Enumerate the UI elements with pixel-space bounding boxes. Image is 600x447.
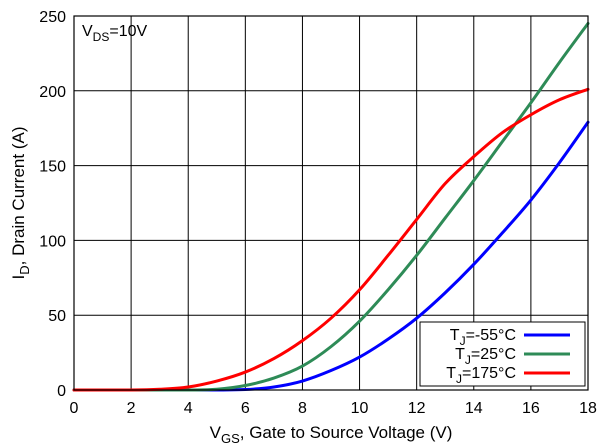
legend-label-0-tail: =-55°C xyxy=(466,327,516,344)
vds-annotation-sub: DS xyxy=(93,30,110,44)
series-line-2 xyxy=(72,87,590,392)
x-tick-label: 14 xyxy=(465,400,483,417)
y-tick-label: 0 xyxy=(57,383,66,400)
y-tick-labels: 0 50 100 150 200 250 xyxy=(39,9,66,400)
y-axis-label-tail: , Drain Current (A) xyxy=(9,127,28,266)
legend: TJ=-55°C TJ=25°C TJ=175°C xyxy=(419,321,586,387)
vds-annotation: VDS=10V xyxy=(82,23,147,44)
x-tick-label: 8 xyxy=(298,400,307,417)
x-tick-label: 6 xyxy=(241,400,250,417)
legend-label-2-sub: J xyxy=(456,372,462,386)
legend-label-1-main: T xyxy=(455,346,465,363)
legend-label-2-main: T xyxy=(446,365,456,382)
x-axis-label-sub: GS xyxy=(221,431,240,446)
x-tick-label: 16 xyxy=(522,400,540,417)
legend-label-2-tail: =175°C xyxy=(462,365,516,382)
y-axis-label-sub: D xyxy=(17,265,32,274)
x-tick-label: 18 xyxy=(579,400,597,417)
x-tick-label: 12 xyxy=(408,400,426,417)
y-axis-label: ID, Drain Current (A) xyxy=(9,127,32,280)
legend-label-0-main: T xyxy=(450,327,460,344)
legend-label-0-sub: J xyxy=(460,334,466,348)
legend-label-0: TJ=-55°C xyxy=(450,327,516,348)
x-axis-label: VGS, Gate to Source Voltage (V) xyxy=(210,423,453,446)
x-tick-label: 4 xyxy=(184,400,193,417)
x-tick-label: 10 xyxy=(351,400,369,417)
x-axis-label-main: V xyxy=(210,423,222,442)
x-tick-label: 2 xyxy=(127,400,136,417)
legend-label-2: TJ=175°C xyxy=(446,365,516,386)
x-tick-label: 0 xyxy=(70,400,79,417)
x-axis-label-tail: , Gate to Source Voltage (V) xyxy=(240,423,453,442)
legend-label-1: TJ=25°C xyxy=(455,346,516,367)
legend-label-1-sub: J xyxy=(465,353,471,367)
y-tick-label: 50 xyxy=(48,308,66,325)
plot-frame xyxy=(73,15,589,391)
y-tick-label: 100 xyxy=(39,233,66,250)
y-tick-label: 150 xyxy=(39,159,66,176)
y-tick-label: 200 xyxy=(39,84,66,101)
vds-annotation-tail: =10V xyxy=(109,23,147,40)
x-tick-labels: 0 2 4 6 8 10 12 14 16 18 xyxy=(70,400,597,417)
y-tick-label: 250 xyxy=(39,9,66,26)
vds-annotation-main: V xyxy=(82,23,93,40)
legend-label-1-tail: =25°C xyxy=(471,346,516,363)
y-axis-label-main: I xyxy=(9,275,28,280)
